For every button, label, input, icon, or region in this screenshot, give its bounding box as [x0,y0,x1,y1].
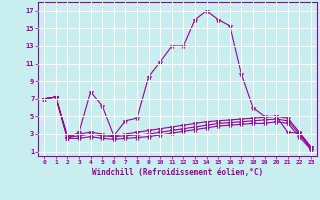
X-axis label: Windchill (Refroidissement éolien,°C): Windchill (Refroidissement éolien,°C) [92,168,263,177]
